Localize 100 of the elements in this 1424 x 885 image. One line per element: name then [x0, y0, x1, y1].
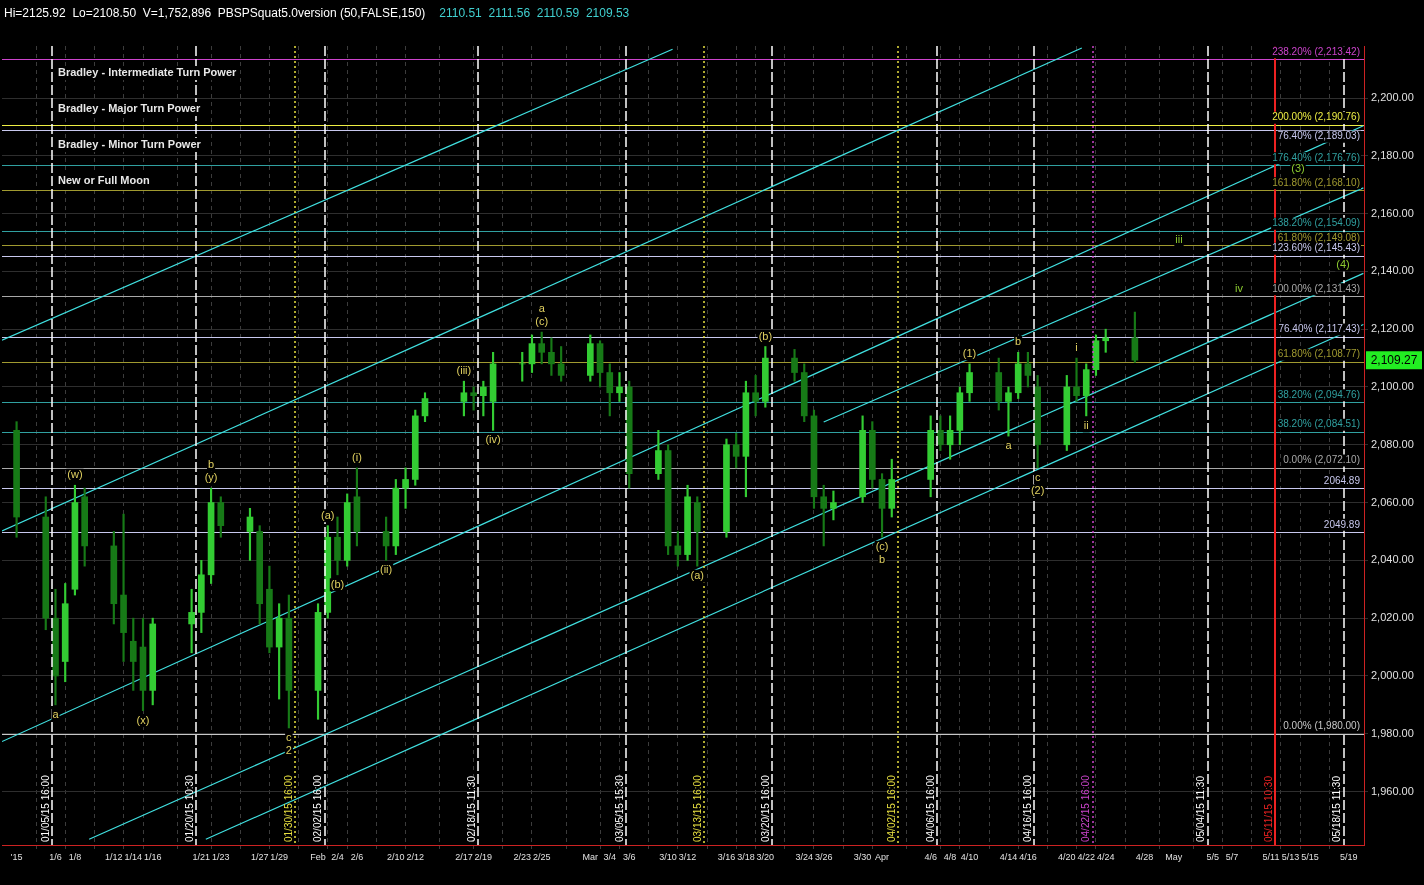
x-tick-label: 1/27: [250, 851, 269, 862]
x-tick-label: Apr: [875, 851, 890, 862]
annotation: (b): [330, 577, 345, 590]
ref-line-label: 176.40% (2,176.76): [1272, 151, 1360, 163]
annotation: (a): [321, 508, 335, 521]
x-tick-label: 1/29: [270, 851, 288, 862]
x-tick-label: 4/14: [999, 851, 1018, 862]
y-tick-label: 2,060.00: [1371, 495, 1414, 508]
x-tick-label: 3/4: [603, 851, 617, 862]
y-tick-label: 2,040.00: [1371, 553, 1414, 566]
x-tick-label: 1/14: [124, 851, 143, 862]
x-tick-label: 2/23: [513, 851, 532, 862]
annotation: iv: [1235, 282, 1244, 295]
x-tick-label: 3/24: [795, 851, 814, 862]
x-tick-label: 1/8: [68, 851, 82, 862]
annotation: (1): [962, 346, 977, 359]
annotation: i: [1075, 341, 1078, 354]
x-tick-label: 3/26: [814, 851, 833, 862]
x-tick-label: 3/16: [717, 851, 736, 862]
annotation: (ii): [380, 563, 393, 576]
annotation: (4): [1336, 258, 1350, 271]
ref-line-label: 01/30/15 16:00: [283, 774, 295, 842]
x-tick-label: 3/18: [737, 851, 755, 862]
annotation: (i): [352, 450, 362, 463]
x-tick-label: 5/11: [1262, 851, 1280, 862]
x-tick-label: 5/5: [1206, 851, 1219, 862]
y-tick-label: 2,120.00: [1371, 322, 1414, 335]
x-tick-label: 4/22: [1077, 851, 1096, 862]
annotation: (y): [204, 471, 218, 484]
y-tick-label: 1,960.00: [1371, 784, 1414, 797]
annotation: (b): [758, 329, 773, 342]
annotation: 2: [285, 744, 292, 756]
ref-line-label: 161.80% (2,168.10): [1272, 176, 1360, 188]
y-tick-label: 2,200.00: [1371, 91, 1414, 104]
y-tick-label: 2,000.00: [1371, 668, 1414, 681]
ref-line-label: 61.80% (2,108.77): [1277, 348, 1360, 360]
annotation: Bradley - Major Turn Power: [58, 102, 201, 115]
x-tick-label: 2/4: [331, 851, 344, 862]
ref-line-label: 05/18/15 11:30: [1331, 775, 1343, 842]
ref-line-label: 2064.89: [1323, 475, 1361, 487]
x-tick-label: 2/25: [532, 851, 551, 862]
ref-line-label: 01/05/15 16:00: [39, 774, 51, 842]
annotation: a: [52, 707, 60, 720]
y-tick-label: 2,020.00: [1371, 611, 1414, 624]
annotation: (a): [690, 569, 705, 582]
x-tick-label: 3/10: [659, 851, 677, 862]
annotation: b: [878, 553, 886, 566]
ref-line-label: 05/04/15 11:30: [1195, 775, 1207, 842]
ref-line-label: 38.20% (2,084.51): [1277, 418, 1360, 430]
annotation: a: [538, 302, 546, 315]
annotation: (3): [1291, 162, 1305, 175]
x-tick-label: 5/7: [1225, 851, 1239, 862]
y-tick-label: 2,160.00: [1371, 206, 1414, 219]
x-tick-label: 2/12: [406, 851, 425, 862]
annotation: Bradley - Minor Turn Power: [58, 138, 202, 151]
y-tick-label: 1,980.00: [1371, 726, 1414, 739]
annotation: (x): [136, 713, 150, 726]
x-tick-label: 1/21: [192, 851, 211, 862]
annotation: (c): [875, 540, 889, 553]
x-tick-label: 5/19: [1340, 851, 1358, 862]
ref-line-label: 03/13/15 16:00: [691, 774, 703, 842]
x-tick-label: 4/24: [1096, 851, 1115, 862]
y-tick-label: 2,140.00: [1371, 264, 1414, 277]
ref-line-label: 02/02/15 16:00: [312, 774, 324, 842]
annotation: c: [1034, 470, 1041, 483]
ref-line-label: 03/20/15 16:00: [759, 774, 771, 842]
ref-line-label: 138.20% (2,154.09): [1272, 217, 1360, 229]
y-tick-label: 2,080.00: [1371, 437, 1414, 450]
annotation: c: [286, 731, 293, 743]
x-tick-label: 3/12: [678, 851, 697, 862]
x-tick-label: 1/6: [49, 851, 62, 862]
text: 2,109.27: [1370, 352, 1418, 367]
y-tick-label: 2,100.00: [1371, 380, 1414, 393]
ref-line-label: 123.60% (2,145.43): [1272, 242, 1360, 254]
x-tick-label: Feb: [310, 851, 326, 862]
ref-line-label: 03/05/15 15:30: [613, 774, 625, 842]
x-tick-label: 2/17: [455, 851, 473, 862]
annotation: iii: [1175, 233, 1183, 246]
annotation: Bradley - Intermediate Turn Power: [58, 66, 237, 79]
x-tick-label: 1/16: [143, 851, 162, 862]
annotation: ii: [1083, 418, 1089, 431]
x-tick-label: Mar: [582, 851, 599, 862]
x-tick-label: 2/10: [387, 851, 405, 862]
annotation: b: [208, 458, 215, 471]
ref-line-label: 100.00% (2,131.43): [1272, 282, 1360, 294]
ref-line-label: 04/22/15 16:00: [1080, 774, 1092, 842]
ref-line-label: 04/16/15 16:00: [1022, 774, 1034, 842]
x-tick-label: 1/12: [105, 851, 123, 862]
ref-line-label: 02/18/15 11:30: [466, 775, 478, 842]
ref-line-label: 05/11/15 10:30: [1263, 775, 1275, 842]
annotation: (w): [67, 468, 83, 481]
x-tick-label: 1/23: [212, 851, 230, 862]
annotation: (iv): [485, 433, 501, 446]
x-tick-label: 3/30: [853, 851, 872, 862]
x-tick-label: 5/15: [1301, 851, 1319, 862]
chart-title: Hi=2125.92 Lo=2108.50 V=1,752,896 PBSPSquat5.0version (50,FALSE,150): [4, 6, 426, 21]
x-tick-label: 3/6: [622, 851, 636, 862]
ref-line-label: 76.40% (2,189.03): [1277, 130, 1360, 142]
y-tick-label: 2,180.00: [1371, 148, 1414, 161]
x-tick-label: 4/16: [1019, 851, 1037, 862]
